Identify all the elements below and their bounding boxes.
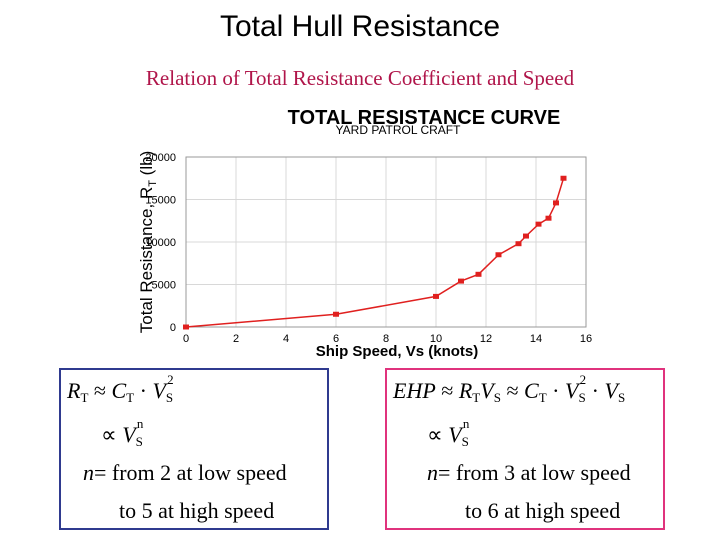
right-eq-line-3: n= from 3 at low speed — [427, 460, 631, 485]
data-point — [560, 175, 567, 181]
chart-subtitle: YARD PATROL CRAFT — [336, 123, 462, 137]
x-tick-label: 2 — [233, 333, 239, 345]
grid-lines — [185, 156, 587, 328]
data-point — [515, 241, 522, 247]
svg-text:Total Resistance, RT (lb): Total Resistance, RT (lb) — [137, 151, 159, 333]
y-axis-label: Total Resistance, RT (lb) — [137, 151, 159, 333]
data-point — [458, 278, 464, 284]
left-eq-line-1: RT ≈ CT · VS2 — [67, 372, 174, 405]
data-point — [183, 324, 189, 330]
right-equation-box: EHP ≈ RTVS ≈ CT · VS2 · VS ∝ VSn n= from… — [385, 368, 665, 530]
data-point — [535, 221, 542, 227]
data-point — [545, 215, 552, 221]
left-eq-line-3: n= from 2 at low speed — [83, 460, 287, 485]
y-tick-label: 0 — [170, 322, 176, 334]
data-point — [523, 233, 529, 239]
data-point — [475, 271, 482, 277]
resistance-chart: TOTAL RESISTANCE CURVE YARD PATROL CRAFT… — [137, 107, 592, 360]
x-axis-label: Ship Speed, Vs (knots) — [316, 343, 479, 360]
left-eq-line-2: ∝ VSn — [101, 416, 144, 449]
x-tick-label: 0 — [183, 333, 189, 345]
slide-title: Total Hull Resistance — [219, 10, 501, 43]
x-tick-label: 12 — [480, 333, 492, 345]
data-point — [495, 252, 502, 258]
left-eq-line-4: to 5 at high speed — [119, 498, 275, 523]
right-eq-line-4: to 6 at high speed — [465, 498, 621, 523]
y-tick-label: 15000 — [145, 195, 176, 207]
right-eq-line-1: EHP ≈ RTVS ≈ CT · VS2 · VS — [393, 372, 626, 405]
series-line — [185, 178, 565, 328]
data-point — [433, 293, 439, 299]
left-equation-box: RT ≈ CT · VS2 ∝ VSn n= from 2 at low spe… — [59, 368, 329, 530]
x-tick-label: 10 — [430, 333, 442, 345]
y-tick-label: 5000 — [152, 280, 176, 292]
data-point — [333, 311, 339, 317]
y-tick-label: 10000 — [145, 237, 176, 249]
y-tick-label: 20000 — [145, 152, 176, 164]
tick-labels: 0 2 4 6 8 10 12 14 16 0 5000 10000 15000 20000 — [145, 152, 592, 345]
x-tick-label: 6 — [333, 333, 339, 345]
x-tick-label: 8 — [383, 333, 389, 345]
plot-frame — [185, 156, 587, 328]
right-eq-line-2: ∝ VSn — [427, 416, 470, 449]
chart-title: TOTAL RESISTANCE CURVE — [288, 107, 561, 129]
data-point — [553, 200, 559, 206]
x-tick-label: 4 — [283, 333, 289, 345]
x-tick-label: 14 — [530, 333, 542, 345]
slide-subtitle: Relation of Total Resistance Coefficient… — [145, 66, 575, 90]
x-tick-label: 16 — [580, 333, 592, 345]
series-layer — [183, 175, 567, 330]
